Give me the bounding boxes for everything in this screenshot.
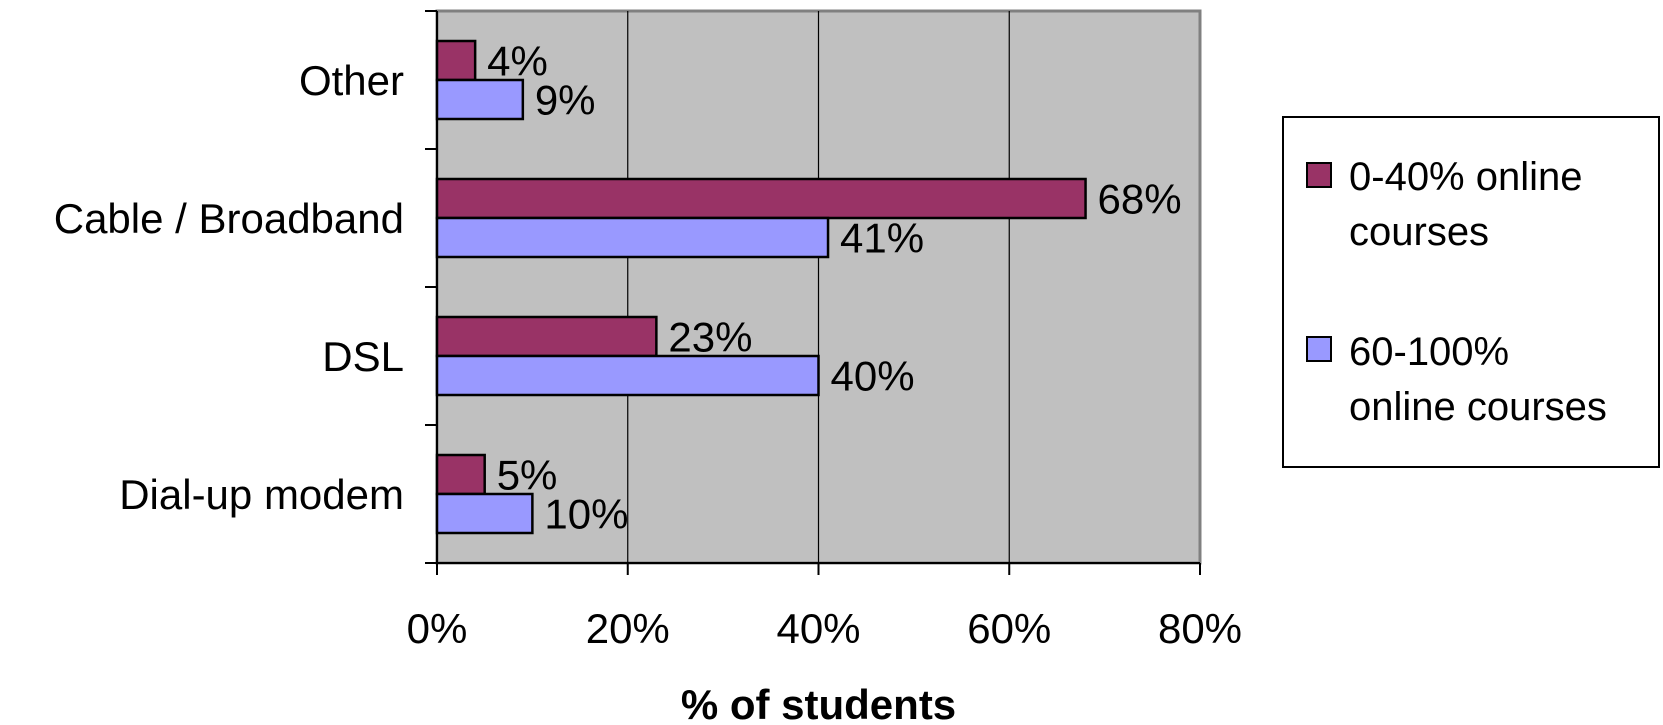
x-tick-label: 20% bbox=[586, 605, 670, 652]
x-tick-label: 40% bbox=[776, 605, 860, 652]
bar-series-1 bbox=[435, 453, 486, 496]
legend-box bbox=[1282, 116, 1660, 468]
bars bbox=[435, 39, 1087, 535]
data-label: 5% bbox=[497, 452, 558, 499]
legend-label-series-1: 0-40% online courses bbox=[1349, 155, 1594, 254]
labels: 0% 20% 40% 60% 80% Dial-up modem 5%10% DSL 23% 40… bbox=[54, 38, 1242, 653]
data-label: 40% bbox=[831, 353, 915, 400]
data-label: 4% bbox=[487, 38, 548, 85]
legend-label-series-2-line-1: 60-100% bbox=[1349, 330, 1509, 374]
bar-series-1 bbox=[435, 177, 1087, 220]
bar-series-1 bbox=[435, 315, 658, 358]
axes bbox=[425, 10, 1201, 575]
category-label: Cable / Broadband bbox=[54, 195, 404, 242]
category-label: Other bbox=[299, 57, 404, 104]
category-label: DSL bbox=[322, 333, 404, 380]
data-label: 23% bbox=[668, 314, 752, 361]
bar-series-2 bbox=[435, 216, 830, 259]
legend-swatch-series-1 bbox=[1306, 162, 1332, 188]
bar-series-2 bbox=[435, 78, 525, 121]
legend-label-series-1-line-2: courses bbox=[1349, 210, 1489, 254]
gridlines bbox=[627, 11, 1010, 563]
category-label: Dial-up modem bbox=[119, 471, 404, 518]
x-axis-title: % of students bbox=[681, 681, 956, 725]
x-tick-label: 60% bbox=[967, 605, 1051, 652]
data-label: 41% bbox=[840, 215, 924, 262]
legend-swatch-series-2 bbox=[1306, 336, 1332, 362]
x-tick-label: 80% bbox=[1158, 605, 1242, 652]
legend-label-series-2-line-2: online courses bbox=[1349, 385, 1607, 429]
x-tick-label: 0% bbox=[407, 605, 468, 652]
bar-series-1 bbox=[435, 39, 477, 82]
data-label: 10% bbox=[544, 491, 628, 538]
legend-label-series-1-line-1: 0-40% online bbox=[1349, 155, 1583, 199]
legend-label-series-2: 60-100% online courses bbox=[1349, 330, 1607, 429]
data-label: 68% bbox=[1098, 176, 1182, 223]
legend: 0-40% online courses 60-100% online cour… bbox=[1282, 116, 1660, 468]
bar-series-2 bbox=[435, 354, 820, 397]
data-label: 9% bbox=[535, 77, 596, 124]
bar-series-2 bbox=[435, 492, 534, 535]
